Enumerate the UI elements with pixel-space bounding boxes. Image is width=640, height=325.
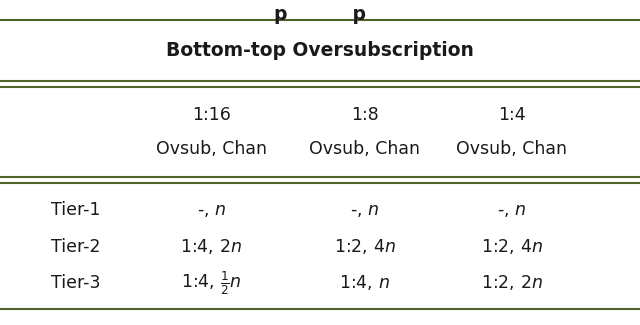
Text: -, $n$: -, $n$	[196, 201, 226, 219]
Text: -, $n$: -, $n$	[497, 201, 527, 219]
Text: Bottom-top Oversubscription: Bottom-top Oversubscription	[166, 41, 474, 60]
Text: Tier-3: Tier-3	[51, 274, 100, 292]
Text: Ovsub, Chan: Ovsub, Chan	[456, 140, 568, 159]
Text: 1:16: 1:16	[192, 106, 230, 124]
Text: 1:2, 4$n$: 1:2, 4$n$	[334, 238, 396, 256]
Text: -, $n$: -, $n$	[350, 201, 380, 219]
Text: 1:4, $\frac{1}{2}n$: 1:4, $\frac{1}{2}n$	[181, 269, 241, 297]
Text: p          p: p p	[274, 5, 366, 24]
Text: 1:4, $n$: 1:4, $n$	[339, 273, 390, 292]
Text: Tier-2: Tier-2	[51, 238, 100, 256]
Text: Tier-1: Tier-1	[51, 201, 100, 219]
Text: 1:8: 1:8	[351, 106, 379, 124]
Text: 1:4, 2$n$: 1:4, 2$n$	[180, 238, 242, 256]
Text: Ovsub, Chan: Ovsub, Chan	[156, 140, 267, 159]
Text: 1:4: 1:4	[498, 106, 526, 124]
Text: 1:2, 4$n$: 1:2, 4$n$	[481, 238, 543, 256]
Text: Ovsub, Chan: Ovsub, Chan	[309, 140, 420, 159]
Text: 1:2, 2$n$: 1:2, 2$n$	[481, 273, 543, 292]
